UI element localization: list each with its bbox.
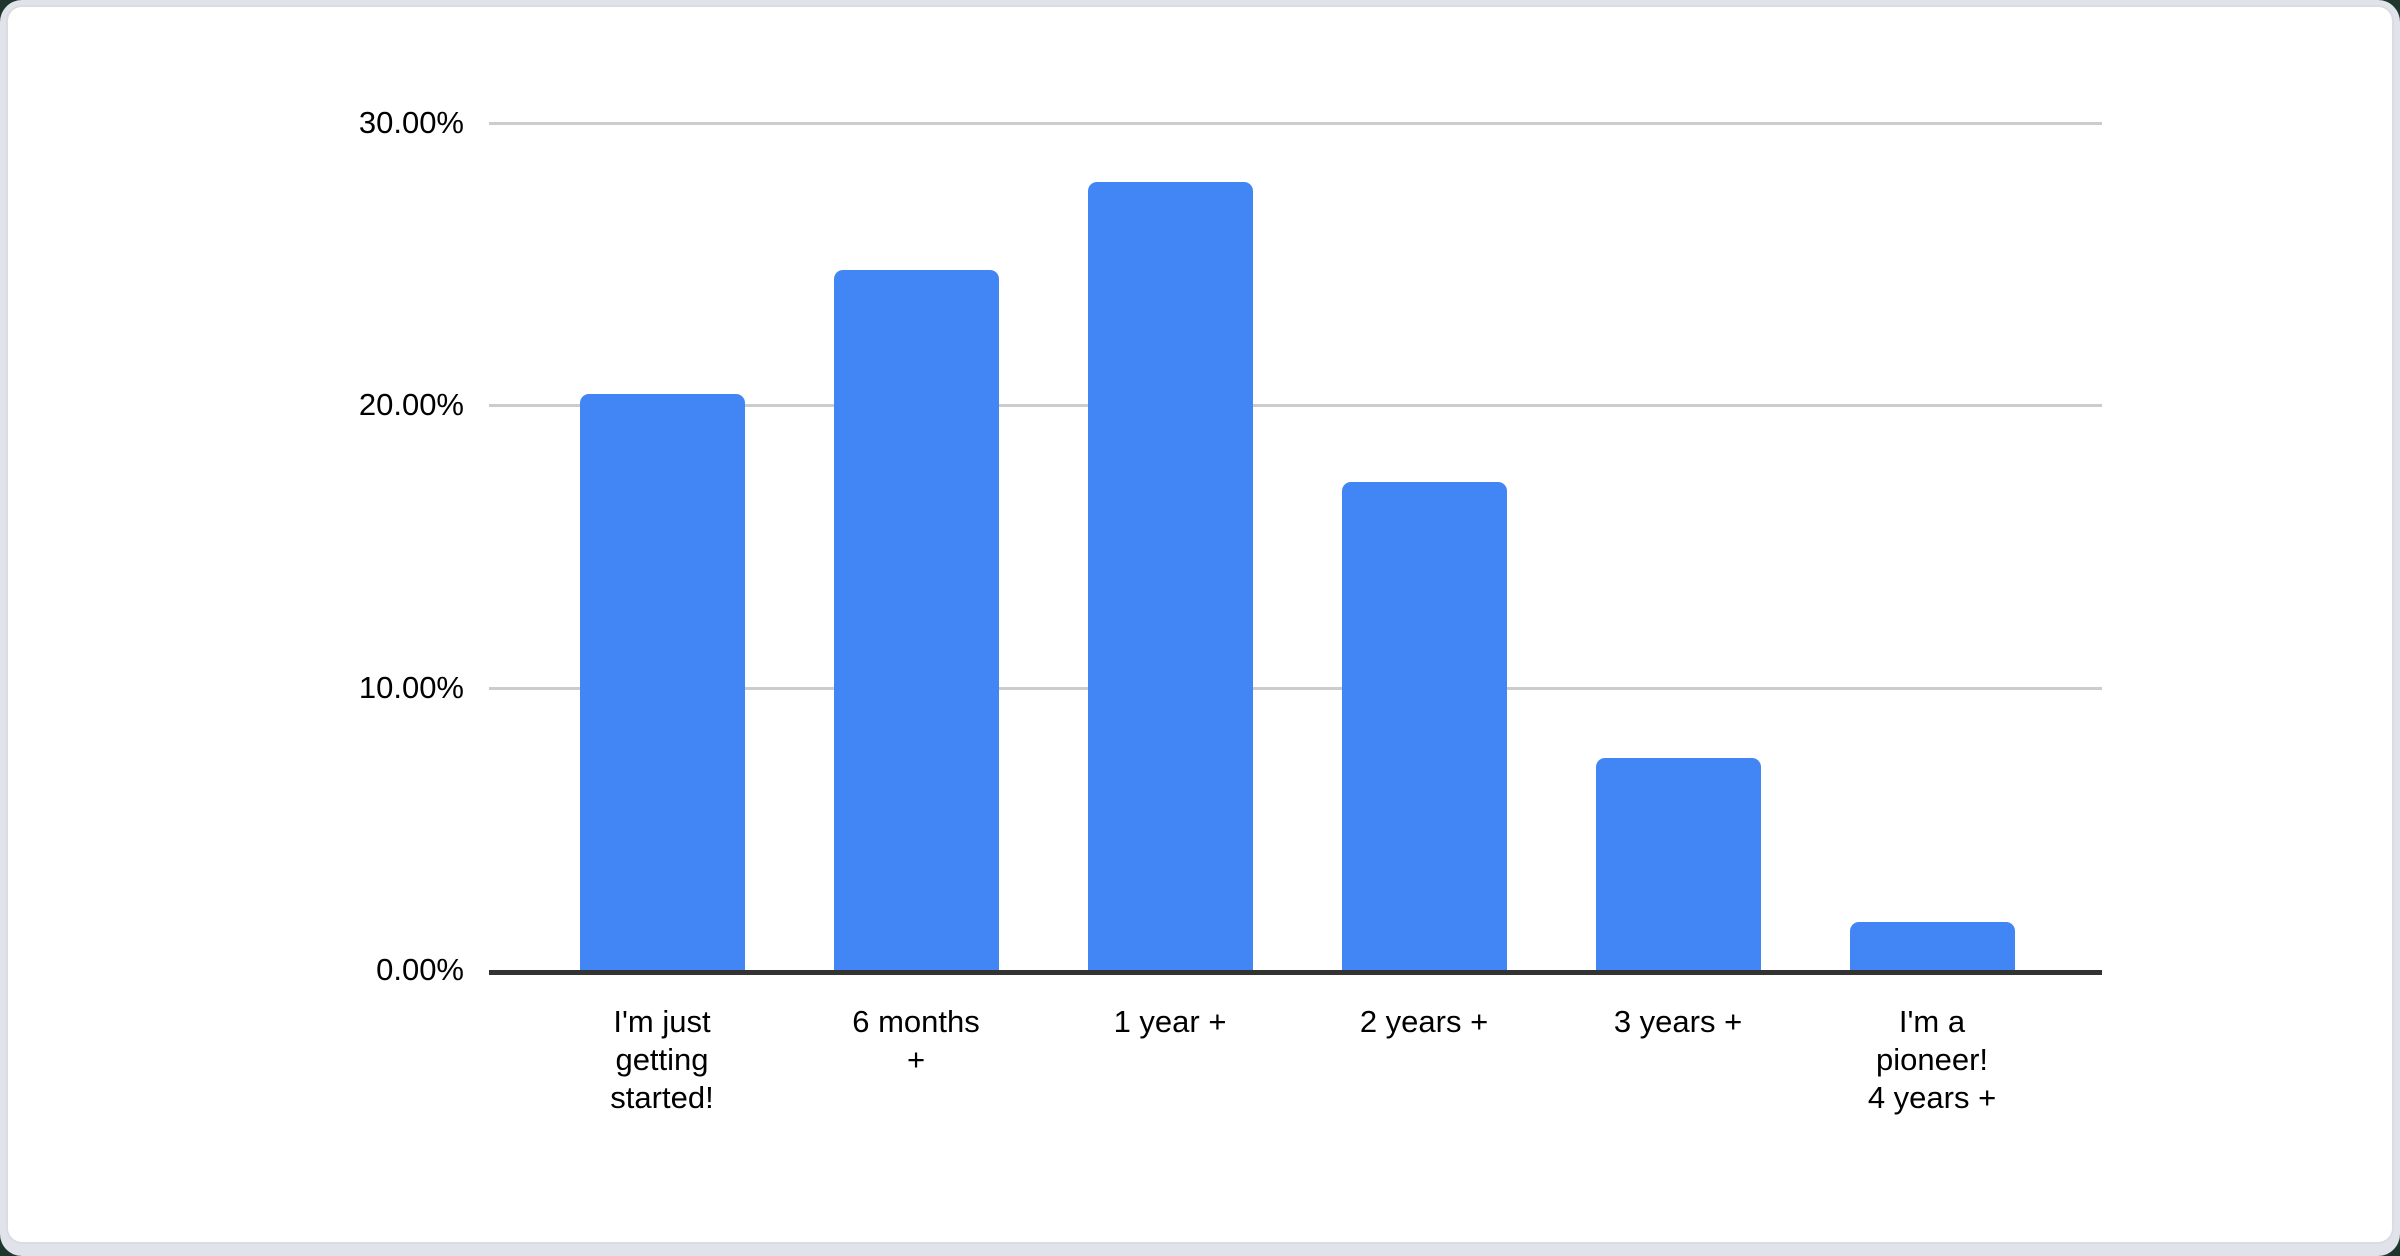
x-axis-label: 2 years + <box>1274 1003 1574 1041</box>
x-axis-label-line: 6 months <box>852 1004 980 1039</box>
bar-chart: 0.00% 10.00% 20.00% 30.00% I'm just getting st… <box>8 7 2392 1242</box>
x-axis-label-line: + <box>906 1042 926 1077</box>
bar <box>579 394 745 970</box>
x-axis-label-line: I'm just <box>613 1004 711 1039</box>
bar <box>833 269 999 970</box>
bar <box>1595 758 1761 970</box>
x-axis-label-line: 1 year + <box>1113 1004 1227 1039</box>
x-axis-label-line: 4 years + <box>1867 1080 1997 1115</box>
gridline <box>489 686 2102 690</box>
x-axis-label-line: 2 years + <box>1359 1004 1489 1039</box>
gridline <box>489 122 2102 125</box>
x-axis-label: I'm just getting started! <box>512 1003 812 1117</box>
bar <box>1849 922 2015 970</box>
bar <box>1087 182 1253 970</box>
bar <box>1341 481 1507 970</box>
y-axis-tick-label: 10.00% <box>358 669 464 705</box>
x-axis-label-line: 3 years + <box>1613 1004 1743 1039</box>
y-axis-tick-label: 30.00% <box>358 105 464 140</box>
x-axis-label-line: getting <box>615 1042 709 1077</box>
y-axis-tick-label: 0.00% <box>376 952 464 987</box>
gridline <box>489 404 2102 408</box>
x-axis-label-line: pioneer! <box>1875 1042 1989 1077</box>
chart-card: 0.00% 10.00% 20.00% 30.00% I'm just getting st… <box>6 5 2394 1244</box>
x-axis-label-line: started! <box>610 1080 714 1115</box>
x-axis-label: 1 year + <box>1020 1003 1320 1041</box>
x-axis-label: I'm a pioneer! 4 years + <box>1782 1003 2082 1117</box>
x-axis-line <box>489 970 2102 975</box>
x-axis-label-line: I'm a <box>1898 1004 1966 1039</box>
x-axis-label: 6 months + <box>766 1003 1066 1079</box>
y-axis-tick-label: 20.00% <box>358 387 464 423</box>
x-axis-label: 3 years + <box>1528 1003 1828 1041</box>
